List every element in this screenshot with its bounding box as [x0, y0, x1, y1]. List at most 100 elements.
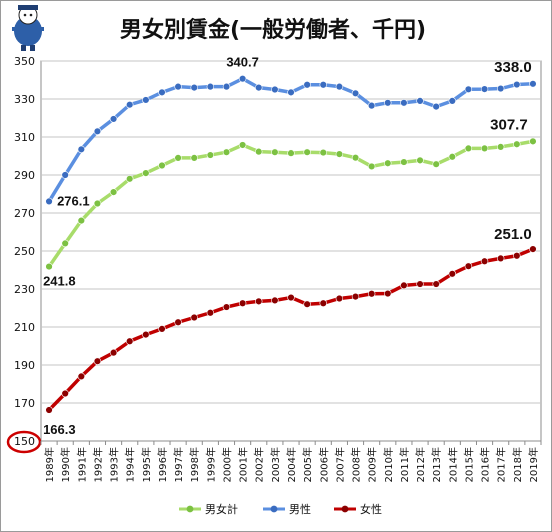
data-point	[496, 254, 505, 263]
x-tick-label: 1995年	[140, 447, 153, 482]
data-point	[384, 99, 392, 107]
data-point	[222, 82, 231, 91]
data-point	[190, 154, 198, 162]
x-tick-label: 2004年	[285, 447, 298, 482]
data-point	[303, 81, 311, 89]
data-point	[109, 115, 118, 123]
data-label: 340.7	[226, 55, 259, 70]
data-point	[174, 154, 182, 162]
data-point	[496, 84, 505, 93]
x-tick-label: 2015年	[462, 447, 475, 482]
data-point	[319, 81, 327, 89]
x-tick-label: 1993年	[108, 447, 121, 482]
data-point	[335, 294, 344, 303]
data-point	[238, 141, 247, 149]
data-point	[432, 102, 440, 111]
data-point	[93, 357, 102, 365]
data-point	[126, 337, 134, 345]
x-tick-label: 2001年	[237, 447, 250, 482]
data-point	[367, 290, 376, 298]
data-label: 276.1	[57, 193, 90, 208]
data-point	[271, 296, 279, 305]
data-point	[448, 270, 456, 278]
x-tick-label: 1992年	[91, 447, 104, 482]
x-tick-label: 2011年	[398, 447, 411, 482]
highlight-ring	[6, 430, 42, 454]
data-point	[529, 245, 537, 253]
data-point	[126, 175, 134, 183]
data-point	[303, 148, 311, 156]
data-point	[432, 280, 440, 288]
series-layer	[45, 74, 537, 414]
y-tick-label: 150	[14, 435, 35, 448]
data-point	[77, 372, 86, 381]
legend-label: 女性	[360, 502, 382, 516]
data-point	[255, 147, 263, 156]
data-point	[255, 83, 263, 92]
data-point	[61, 171, 69, 179]
data-point	[142, 330, 150, 339]
data-point	[158, 161, 166, 170]
data-label: 251.0	[494, 226, 532, 243]
x-tick-label: 2006年	[317, 447, 330, 482]
data-point	[61, 389, 69, 398]
data-point	[400, 281, 408, 290]
data-point	[480, 85, 489, 93]
y-axis: 150 170 190 210 230 250 270 290 310 330 350	[6, 55, 42, 454]
data-point	[190, 313, 198, 322]
data-point	[190, 83, 198, 92]
data-point	[287, 149, 295, 157]
data-point	[206, 82, 215, 91]
data-point	[287, 293, 295, 302]
data-point	[109, 188, 118, 196]
data-point	[400, 99, 408, 107]
data-point	[45, 197, 53, 206]
data-point	[416, 97, 424, 105]
data-point	[367, 101, 376, 110]
data-point	[271, 85, 279, 94]
data-point	[529, 137, 537, 146]
data-point	[384, 289, 392, 298]
data-point	[319, 299, 327, 307]
x-tick-label: 1989年	[43, 447, 56, 482]
data-point	[432, 160, 440, 168]
y-tick-label: 290	[14, 169, 35, 182]
data-point	[142, 169, 150, 177]
data-point	[335, 150, 344, 158]
y-tick-label: 250	[14, 245, 35, 258]
data-point	[448, 153, 456, 161]
data-point	[480, 257, 489, 265]
legend-marker	[186, 505, 194, 513]
data-point	[255, 297, 263, 306]
annotations: 276.1 241.8 166.3 340.7 338.0 307.7 251.0	[43, 55, 532, 437]
data-point	[174, 318, 182, 326]
legend-label: 男女計	[205, 502, 238, 516]
data-point	[351, 292, 360, 301]
x-tick-label: 2008年	[350, 447, 363, 482]
data-label: 307.7	[490, 116, 528, 133]
y-tick-label: 170	[14, 397, 35, 410]
data-label: 166.3	[43, 422, 76, 437]
data-point	[109, 348, 118, 357]
data-point	[45, 406, 53, 414]
y-tick-label: 190	[14, 359, 35, 372]
data-point	[351, 154, 360, 162]
data-point	[464, 85, 473, 94]
data-label: 241.8	[43, 274, 76, 289]
data-point	[400, 158, 408, 166]
data-point	[496, 143, 505, 151]
y-tick-label: 270	[14, 207, 35, 220]
data-point	[77, 145, 86, 154]
y-tick-label: 210	[14, 321, 35, 334]
x-tick-label: 2002年	[253, 447, 266, 482]
x-tick-label: 2013年	[430, 447, 443, 482]
data-point	[222, 303, 231, 311]
y-tick-label: 330	[14, 93, 35, 106]
x-tick-label: 2003年	[269, 447, 282, 482]
data-point	[287, 88, 295, 97]
data-point	[351, 89, 360, 98]
data-point	[158, 325, 166, 333]
data-point	[319, 148, 327, 157]
